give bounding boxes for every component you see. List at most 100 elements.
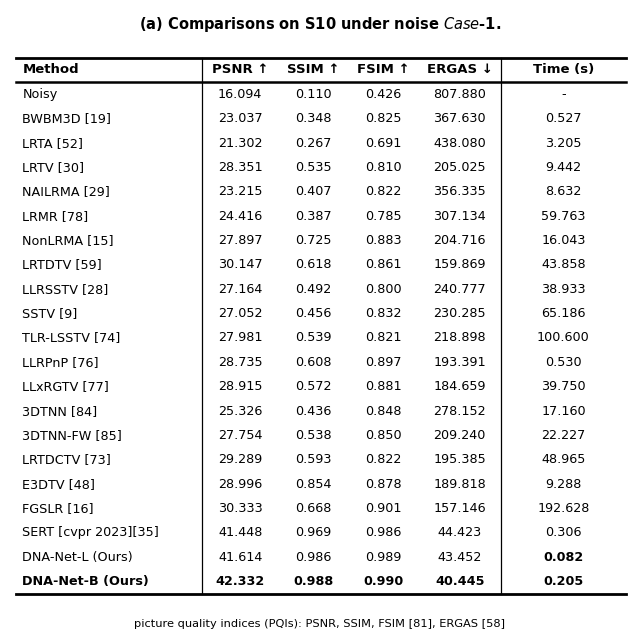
Text: 0.881: 0.881 (365, 380, 402, 394)
Text: 0.821: 0.821 (365, 331, 402, 345)
Text: 28.996: 28.996 (218, 478, 262, 490)
Text: NAILRMA [29]: NAILRMA [29] (22, 186, 110, 198)
Text: 59.763: 59.763 (541, 210, 586, 223)
Text: NonLRMA [15]: NonLRMA [15] (22, 234, 114, 247)
Text: 9.288: 9.288 (545, 478, 582, 490)
Text: LLRSSTV [28]: LLRSSTV [28] (22, 282, 109, 296)
Text: 0.527: 0.527 (545, 112, 582, 125)
Text: 0.593: 0.593 (295, 453, 332, 466)
Text: 41.614: 41.614 (218, 551, 262, 564)
Text: 27.754: 27.754 (218, 429, 262, 442)
Text: 17.160: 17.160 (541, 404, 586, 417)
Text: 0.205: 0.205 (543, 575, 584, 588)
Text: 0.407: 0.407 (295, 186, 332, 198)
Text: 0.082: 0.082 (543, 551, 584, 564)
Text: 24.416: 24.416 (218, 210, 262, 223)
Text: FGSLR [16]: FGSLR [16] (22, 502, 94, 515)
Text: 367.630: 367.630 (433, 112, 486, 125)
Text: 21.302: 21.302 (218, 137, 262, 150)
Text: 184.659: 184.659 (433, 380, 486, 394)
Text: 43.452: 43.452 (438, 551, 482, 564)
Text: 0.878: 0.878 (365, 478, 402, 490)
Text: LRMR [78]: LRMR [78] (22, 210, 88, 223)
Text: 40.445: 40.445 (435, 575, 484, 588)
Text: 3DTNN-FW [85]: 3DTNN-FW [85] (22, 429, 122, 442)
Text: 0.539: 0.539 (295, 331, 332, 345)
Text: 278.152: 278.152 (433, 404, 486, 417)
Text: ERGAS ↓: ERGAS ↓ (427, 64, 493, 76)
Text: LRTV [30]: LRTV [30] (22, 161, 84, 174)
Text: 28.915: 28.915 (218, 380, 262, 394)
Text: 240.777: 240.777 (433, 282, 486, 296)
Text: 44.423: 44.423 (438, 526, 482, 539)
Text: 22.227: 22.227 (541, 429, 586, 442)
Text: 230.285: 230.285 (433, 307, 486, 320)
Text: 0.897: 0.897 (365, 356, 402, 369)
Text: 438.080: 438.080 (433, 137, 486, 150)
Text: 0.306: 0.306 (545, 526, 582, 539)
Text: 16.094: 16.094 (218, 88, 262, 101)
Text: 0.969: 0.969 (295, 526, 332, 539)
Text: 30.333: 30.333 (218, 502, 262, 515)
Text: 0.436: 0.436 (295, 404, 332, 417)
Text: 0.267: 0.267 (295, 137, 332, 150)
Text: 0.825: 0.825 (365, 112, 402, 125)
Text: E3DTV [48]: E3DTV [48] (22, 478, 95, 490)
Text: LRTDTV [59]: LRTDTV [59] (22, 258, 102, 272)
Text: PSNR ↑: PSNR ↑ (212, 64, 268, 76)
Text: LLRPnP [76]: LLRPnP [76] (22, 356, 99, 369)
Text: 25.326: 25.326 (218, 404, 262, 417)
Text: 28.351: 28.351 (218, 161, 262, 174)
Text: DNA-Net-L (Ours): DNA-Net-L (Ours) (22, 551, 133, 564)
Text: 0.822: 0.822 (365, 186, 402, 198)
Text: 0.530: 0.530 (545, 356, 582, 369)
Text: 23.215: 23.215 (218, 186, 262, 198)
Text: 205.025: 205.025 (433, 161, 486, 174)
Text: 0.456: 0.456 (295, 307, 332, 320)
Text: TLR-LSSTV [74]: TLR-LSSTV [74] (22, 331, 121, 345)
Text: 0.785: 0.785 (365, 210, 402, 223)
Text: 3.205: 3.205 (545, 137, 582, 150)
Text: 0.800: 0.800 (365, 282, 402, 296)
Text: SERT [cvpr 2023][35]: SERT [cvpr 2023][35] (22, 526, 159, 539)
Text: BWBM3D [19]: BWBM3D [19] (22, 112, 111, 125)
Text: LLxRGTV [77]: LLxRGTV [77] (22, 380, 109, 394)
Text: 42.332: 42.332 (216, 575, 265, 588)
Text: 209.240: 209.240 (433, 429, 486, 442)
Text: 0.848: 0.848 (365, 404, 402, 417)
Text: 0.618: 0.618 (295, 258, 332, 272)
Text: 27.052: 27.052 (218, 307, 262, 320)
Text: LRTA [52]: LRTA [52] (22, 137, 83, 150)
Text: 29.289: 29.289 (218, 453, 262, 466)
Text: 218.898: 218.898 (433, 331, 486, 345)
Text: 100.600: 100.600 (537, 331, 590, 345)
Text: 0.572: 0.572 (295, 380, 332, 394)
Text: 39.750: 39.750 (541, 380, 586, 394)
Text: (a) Comparisons on S10 under noise $\mathbf{\mathit{Case}}$-1.: (a) Comparisons on S10 under noise $\mat… (139, 15, 501, 34)
Text: 41.448: 41.448 (218, 526, 262, 539)
Text: 27.897: 27.897 (218, 234, 262, 247)
Text: Method: Method (22, 64, 79, 76)
Text: 0.854: 0.854 (295, 478, 332, 490)
Text: Time (s): Time (s) (532, 64, 594, 76)
Text: 38.933: 38.933 (541, 282, 586, 296)
Text: 189.818: 189.818 (433, 478, 486, 490)
Text: 807.880: 807.880 (433, 88, 486, 101)
Text: 193.391: 193.391 (433, 356, 486, 369)
Text: 0.535: 0.535 (295, 161, 332, 174)
Text: 43.858: 43.858 (541, 258, 586, 272)
Text: 307.134: 307.134 (433, 210, 486, 223)
Text: 195.385: 195.385 (433, 453, 486, 466)
Text: 65.186: 65.186 (541, 307, 586, 320)
Text: 0.986: 0.986 (295, 551, 332, 564)
Text: 0.861: 0.861 (365, 258, 402, 272)
Text: 0.986: 0.986 (365, 526, 402, 539)
Text: 0.538: 0.538 (295, 429, 332, 442)
Text: 0.348: 0.348 (295, 112, 332, 125)
Text: 23.037: 23.037 (218, 112, 262, 125)
Text: 0.832: 0.832 (365, 307, 402, 320)
Text: FSIM ↑: FSIM ↑ (357, 64, 410, 76)
Text: 159.869: 159.869 (433, 258, 486, 272)
Text: picture quality indices (PQIs): PSNR, SSIM, FSIM [81], ERGAS [58]: picture quality indices (PQIs): PSNR, SS… (134, 619, 506, 629)
Text: 0.426: 0.426 (365, 88, 402, 101)
